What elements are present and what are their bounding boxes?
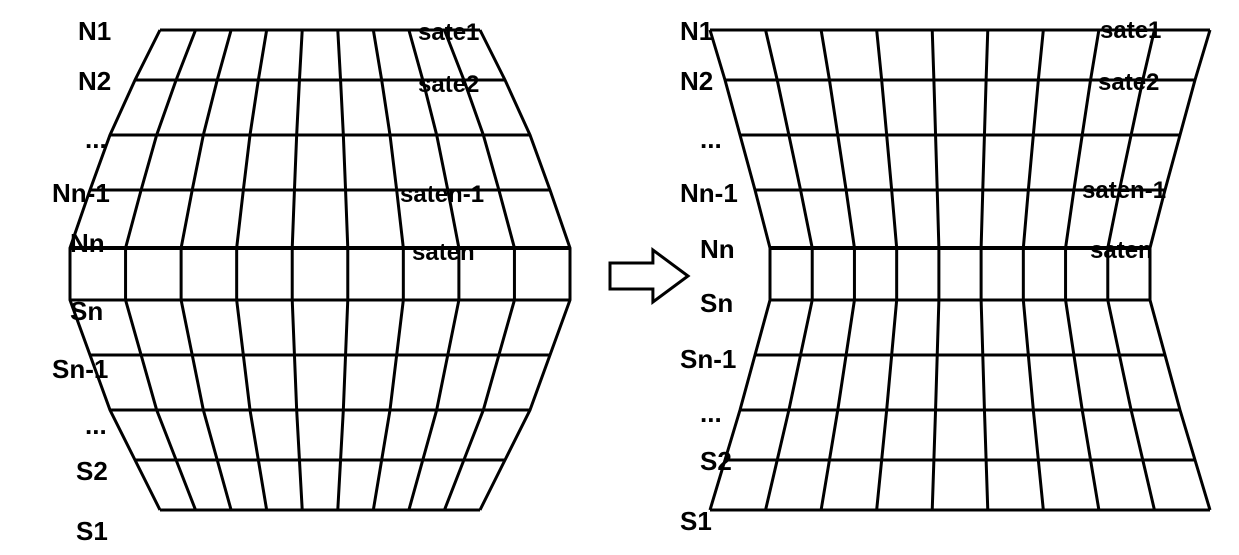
left-mesh-sate-label: sate2 (418, 71, 479, 98)
right-mesh-sate-label: sate1 (1100, 17, 1161, 44)
right-mesh-col-line (1150, 30, 1210, 510)
right-mesh-col-line (1023, 30, 1043, 510)
right-mesh-sate-label: sate2 (1098, 69, 1159, 96)
right-mesh-col-line (1066, 30, 1099, 510)
right-mesh-row-label: N1 (680, 16, 713, 46)
right-mesh-row-label: S1 (680, 506, 712, 536)
left-mesh-col-line (373, 30, 403, 510)
right-mesh-row-label: N2 (680, 66, 713, 96)
right-mesh-col-line (877, 30, 897, 510)
left-mesh-col-line (237, 30, 267, 510)
right-mesh-row-label: Sn (700, 288, 733, 318)
left-mesh-sate-label: sate1 (418, 19, 479, 46)
left-mesh: N1 N2... Nn-1 Nn Sn Sn-1... S2 S1 sate1 sate2 sate… (52, 16, 570, 546)
right-mesh-col-line (821, 30, 854, 510)
right-mesh-col-line (981, 30, 988, 510)
right-mesh: N1 N2... Nn-1 Nn Sn Sn-1... S2 S1 sate1 sate2 sate… (680, 16, 1210, 536)
right-mesh-row-label: ... (700, 124, 722, 154)
left-mesh-row-label: N1 (78, 16, 111, 46)
left-mesh-sate-label: saten-1 (400, 181, 484, 208)
right-mesh-row-label: Nn-1 (680, 178, 738, 208)
left-mesh-row-label: N2 (78, 66, 111, 96)
left-mesh-col-line (409, 30, 459, 510)
left-mesh-row-label: Sn-1 (52, 354, 108, 384)
right-mesh-sate-label: saten-1 (1082, 177, 1166, 204)
left-mesh-row-label: Sn (70, 296, 103, 326)
right-mesh-col-line (932, 30, 939, 510)
left-mesh-row-label: Nn-1 (52, 178, 110, 208)
right-mesh-row-label: S2 (700, 446, 732, 476)
arrow-icon (610, 250, 688, 302)
left-mesh-row-label: S2 (76, 456, 108, 486)
left-mesh-col-line (126, 30, 196, 510)
left-mesh-row-label: S1 (76, 516, 108, 546)
left-mesh-col-line (181, 30, 231, 510)
right-mesh-row-label: Sn-1 (680, 344, 736, 374)
right-mesh-col-line (1108, 30, 1155, 510)
left-mesh-col-line (338, 30, 348, 510)
right-mesh-col-line (766, 30, 813, 510)
left-mesh-col-line (70, 30, 160, 510)
left-mesh-col-line (444, 30, 514, 510)
left-mesh-col-line (292, 30, 302, 510)
right-mesh-col-line (710, 30, 770, 510)
left-mesh-sate-label: saten (412, 239, 475, 266)
left-mesh-col-line (480, 30, 570, 510)
left-mesh-row-label: ... (85, 124, 107, 154)
left-mesh-row-label: Nn (70, 228, 105, 258)
left-mesh-row-label: ... (85, 410, 107, 440)
right-mesh-sate-label: saten (1090, 237, 1153, 264)
right-mesh-row-label: Nn (700, 234, 735, 264)
right-mesh-row-label: ... (700, 398, 722, 428)
